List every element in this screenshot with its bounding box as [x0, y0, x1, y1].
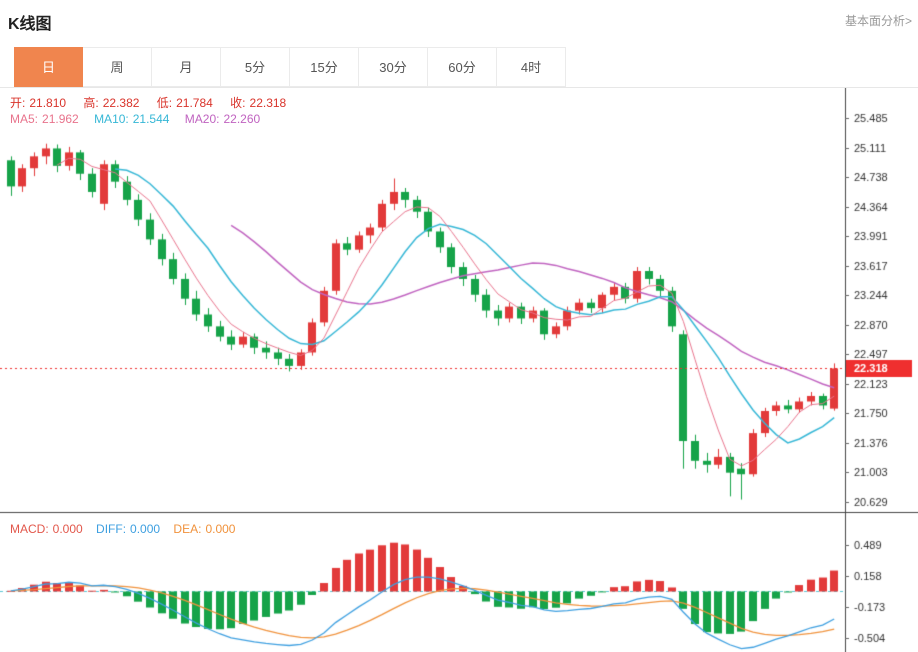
tab-15min[interactable]: 15分	[290, 47, 359, 87]
dea-value: 0.000	[205, 522, 236, 536]
close-value: 22.318	[249, 96, 287, 110]
macd-legend: MACD: 0.000 DIFF: 0.000 DEA: 0.000	[10, 522, 239, 536]
low-value: 21.784	[176, 96, 213, 110]
tab-30min[interactable]: 30分	[359, 47, 428, 87]
tabbar-divider	[0, 87, 918, 88]
tab-week[interactable]: 周	[83, 47, 152, 87]
interval-tabbar: 日 周 月 5分 15分 30分 60分 4时	[14, 47, 566, 87]
kline-chart-canvas[interactable]	[0, 88, 918, 652]
ma5-label: MA5:	[10, 112, 39, 126]
ma10-value: 21.544	[132, 112, 170, 126]
ma5-value: 21.962	[42, 112, 79, 126]
ma-legend: MA5: 21.962 MA10: 21.544 MA20: 22.260	[10, 112, 264, 126]
open-value: 21.810	[29, 96, 67, 110]
ma20-value: 22.260	[223, 112, 261, 126]
page-title: K线图	[8, 16, 52, 33]
chart-area: 开: 21.810 高: 22.382 低: 21.784 收: 22.318 MA5:…	[0, 88, 918, 652]
header: K线图 基本面分析>	[0, 0, 918, 40]
macd-value: 0.000	[52, 522, 83, 536]
low-label: 低:	[156, 96, 173, 110]
high-label: 高:	[83, 96, 99, 110]
close-label: 收:	[230, 96, 246, 110]
dea-label: DEA:	[173, 522, 202, 536]
ohlc-legend: 开: 21.810 高: 22.382 低: 21.784 收: 22.318	[10, 94, 300, 111]
ma20-label: MA20:	[184, 112, 220, 126]
tab-60min[interactable]: 60分	[428, 47, 497, 87]
diff-value: 0.000	[130, 522, 161, 536]
ma10-label: MA10:	[94, 112, 129, 126]
tab-4hour[interactable]: 4时	[497, 47, 566, 87]
tab-day[interactable]: 日	[14, 47, 83, 87]
diff-label: DIFF:	[96, 522, 127, 536]
open-label: 开:	[10, 96, 26, 110]
tab-5min[interactable]: 5分	[221, 47, 290, 87]
macd-label: MACD:	[10, 522, 49, 536]
fundamental-analysis-link[interactable]: 基本面分析>	[844, 14, 912, 28]
high-value: 22.382	[102, 96, 140, 110]
tab-month[interactable]: 月	[152, 47, 221, 87]
